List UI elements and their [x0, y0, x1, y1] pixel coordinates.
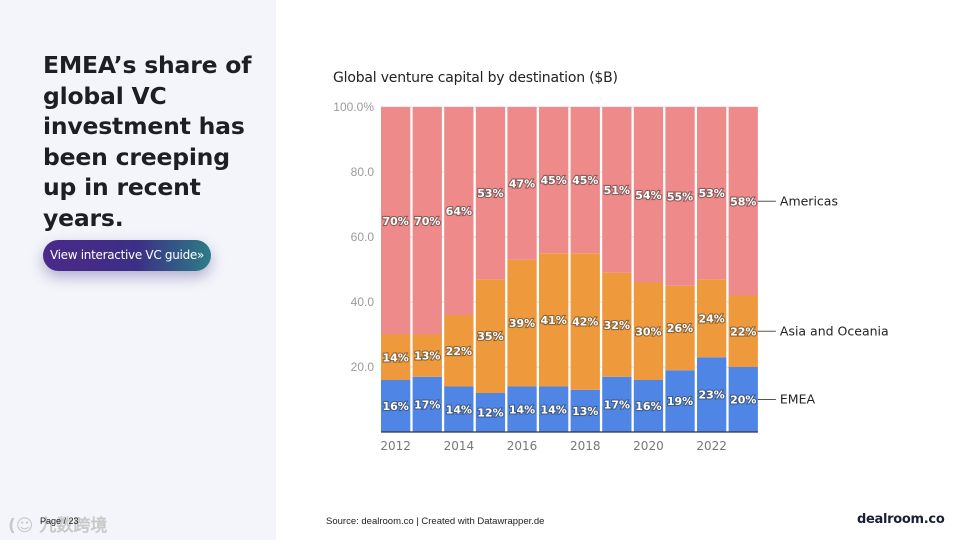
- legend-label: EMEA: [780, 392, 816, 407]
- x-tick-label: 2016: [507, 439, 538, 453]
- x-tick-label: 2012: [380, 439, 411, 453]
- headline: EMEA’s share of global VC investment has…: [43, 51, 252, 232]
- bar-segment-asia-and-oceania: [602, 272, 632, 377]
- data-label: 54%: [635, 189, 661, 202]
- bar-segment-emea: [412, 376, 442, 432]
- stacked-bar-chart: 100.0% 80.0 60.0 40.0 20.0 16% 14% 70% 17% 13% 70%…: [333, 100, 889, 453]
- data-label: 55%: [667, 190, 693, 203]
- left-panel: EMEA’s share of global VC investment has…: [0, 0, 276, 540]
- data-label: 17%: [604, 398, 630, 411]
- page-number: Page / 23: [40, 516, 79, 526]
- data-label: 26%: [667, 322, 693, 335]
- y-tick-label: 80.0: [351, 165, 375, 179]
- data-label: 19%: [667, 395, 693, 408]
- bar-segment-asia-and-oceania: [475, 279, 506, 393]
- bar-segment-emea: [381, 380, 411, 432]
- bar-segment-asia-and-oceania: [444, 315, 474, 387]
- data-label: 22%: [446, 345, 472, 358]
- data-label: 30%: [635, 325, 661, 338]
- data-label: 13%: [572, 405, 598, 418]
- x-tick-label: 2014: [444, 439, 475, 453]
- interactive-vc-guide-button[interactable]: View interactive VC guide»: [43, 240, 211, 271]
- data-label: 35%: [477, 330, 503, 343]
- bar-segment-asia-and-oceania: [412, 334, 442, 377]
- data-label: 42%: [572, 316, 598, 329]
- bar-segment-emea: [602, 376, 632, 432]
- data-label: 32%: [604, 319, 630, 332]
- data-label: 64%: [446, 205, 472, 218]
- chart-title: Global venture capital by destination ($…: [333, 70, 618, 86]
- data-label: 12%: [477, 407, 503, 420]
- bar-segment-emea: [697, 357, 727, 432]
- bar-segment-asia-and-oceania: [697, 279, 727, 358]
- bar-segment-americas: [412, 107, 442, 335]
- bar-segment-americas: [539, 107, 569, 254]
- data-label: 53%: [477, 187, 503, 200]
- data-label: 70%: [382, 215, 408, 228]
- bar-segment-emea: [539, 386, 569, 432]
- bar-segment-asia-and-oceania: [570, 253, 600, 390]
- data-label: 45%: [540, 174, 566, 187]
- y-tick-label: 40.0: [351, 295, 375, 309]
- legend-label: Asia and Oceania: [780, 323, 889, 338]
- data-label: 47%: [509, 177, 535, 190]
- x-tick-label: 2018: [570, 439, 601, 453]
- bar-segment-emea: [475, 393, 506, 432]
- data-label: 53%: [698, 187, 724, 200]
- data-label: 14%: [382, 351, 408, 364]
- bar-segment-emea: [507, 386, 537, 432]
- bar-segment-emea: [633, 380, 664, 432]
- bar-segment-emea: [728, 367, 758, 432]
- bar-segment-asia-and-oceania: [507, 259, 537, 387]
- bar-segment-emea: [444, 386, 474, 432]
- x-tick-label: 2022: [696, 439, 727, 453]
- y-tick-label: 20.0: [351, 360, 375, 374]
- data-label: 24%: [698, 312, 724, 325]
- bar-segment-asia-and-oceania: [539, 253, 569, 387]
- data-label: 58%: [730, 195, 756, 208]
- bar-segment-asia-and-oceania: [728, 295, 758, 367]
- bar-segment-americas: [507, 107, 537, 260]
- data-label: 17%: [414, 398, 440, 411]
- legend-label: Americas: [780, 193, 838, 208]
- y-tick-label: 100.0%: [333, 100, 374, 114]
- data-label: 70%: [414, 215, 440, 228]
- data-label: 16%: [635, 400, 661, 413]
- data-label: 39%: [509, 317, 535, 330]
- data-label: 14%: [446, 403, 472, 416]
- data-label: 51%: [604, 184, 630, 197]
- data-label: 13%: [414, 350, 440, 363]
- bar-segment-americas: [475, 107, 506, 280]
- bar-segment-emea: [570, 389, 600, 432]
- data-label: 14%: [540, 403, 566, 416]
- data-label: 45%: [572, 174, 598, 187]
- bar-segment-asia-and-oceania: [381, 334, 411, 380]
- data-label: 41%: [540, 314, 566, 327]
- dealroom-logo: dealroom.co: [857, 512, 945, 527]
- bar-segment-americas: [665, 107, 695, 286]
- bar-segment-americas: [570, 107, 600, 254]
- bar-segment-americas: [728, 107, 758, 296]
- x-tick-label: 2020: [633, 439, 664, 453]
- watermark: (☺ 九数跨境: [8, 516, 108, 536]
- bar-segment-asia-and-oceania: [665, 285, 695, 371]
- data-label: 16%: [382, 400, 408, 413]
- bar-segment-americas: [602, 107, 632, 273]
- data-label: 20%: [730, 394, 756, 407]
- bar-segment-emea: [665, 370, 695, 432]
- data-label: 23%: [698, 389, 724, 402]
- y-tick-label: 60.0: [351, 230, 375, 244]
- bar-segment-americas: [381, 107, 411, 335]
- data-label: 22%: [730, 325, 756, 338]
- source-note: Source: dealroom.co | Created with Dataw…: [326, 516, 545, 527]
- bar-segment-americas: [444, 107, 474, 315]
- bar-segment-americas: [697, 107, 727, 280]
- bar-segment-asia-and-oceania: [633, 282, 664, 380]
- data-label: 14%: [509, 403, 535, 416]
- bar-segment-americas: [633, 107, 664, 283]
